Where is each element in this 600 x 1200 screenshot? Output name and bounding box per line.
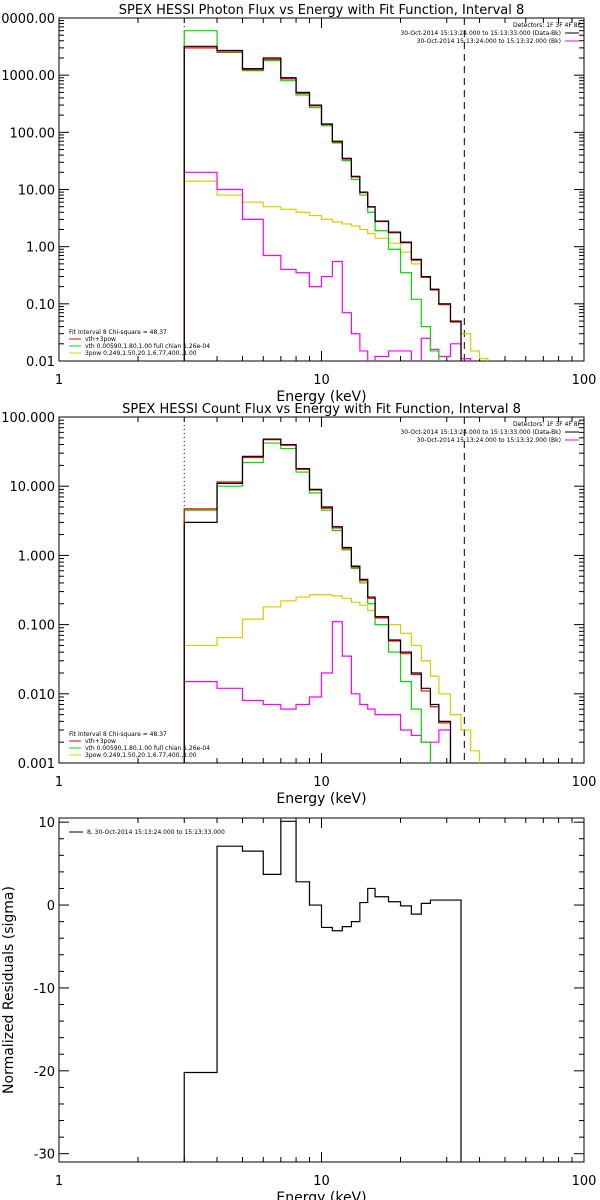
y-tick-label: 10.00 (18, 184, 55, 199)
y-tick-label: -20 (34, 1065, 55, 1080)
legend-entry-label: 30-Oct-2014 15:13:24.000 to 15:13:33.000… (400, 429, 561, 436)
x-tick-label: 10 (313, 1174, 330, 1189)
x-tick-label: 1 (55, 775, 63, 790)
series-line-0 (183, 820, 462, 1162)
series-line-1 (183, 439, 452, 763)
x-tick-label: 10 (313, 373, 330, 388)
series-line-0 (183, 45, 462, 361)
y-tick-label: 10.000 (10, 480, 56, 495)
x-axis-label: Energy (keV) (276, 791, 366, 807)
y-tick-label: 0.10 (26, 298, 55, 313)
panel-2: 1 10 100 0.001 0.010 0.100 1.000 10.000 100.000 S… (1, 402, 596, 807)
legend-header: Fit Interval 8 Chi-square = 48.37 (69, 731, 167, 738)
legend-fit: Fit Interval 8 Chi-square = 48.37vth+3po… (69, 329, 210, 357)
x-tick-label: 100 (572, 775, 597, 790)
series-line-3 (183, 180, 489, 361)
x-axis-label: Energy (keV) (276, 389, 366, 405)
series-line-4 (183, 621, 452, 763)
y-tick-label: 0.01 (26, 355, 55, 370)
series-group (183, 30, 489, 361)
legend-entry-label: vth+3pow (85, 336, 116, 343)
chart-title: SPEX HESSI Count Flux vs Energy with Fit… (122, 402, 521, 417)
y-tick-label: 10000.00 (0, 12, 55, 27)
y-tick-label: 0.001 (18, 757, 55, 772)
plot-frame (58, 416, 585, 764)
series-group (183, 438, 481, 763)
legend-entry-label: 30-Oct-2014 15:13:24.000 to 15:13:32.000… (417, 437, 561, 444)
y-axis-label: Normalized Residuals (sigma) (1, 886, 17, 1094)
legend-header: Fit Interval 8 Chi-square = 48.37 (69, 329, 167, 336)
series-line-1 (183, 47, 462, 361)
panel-1: 1 10 100 0.01 0.10 1.00 10.00 100.00 1000.00 1000… (0, 3, 596, 405)
x-tick-label: 1 (55, 1174, 63, 1189)
y-tick-label: 100.00 (10, 126, 56, 141)
y-tick-label: 1.000 (18, 549, 55, 564)
legend-header: Detectors: 1F 3F 4F 8F (513, 421, 582, 428)
plot-frame (58, 17, 585, 362)
y-axis: 0.01 0.10 1.00 10.00 100.00 1000.00 10000.00 (0, 12, 584, 370)
y-tick-label: 0.100 (18, 619, 55, 634)
legend-header: Detectors: 1F 3F 4F 8F (513, 22, 582, 29)
x-tick-label: 1 (55, 373, 63, 388)
y-tick-label: 0.010 (18, 688, 55, 703)
legend-fit: Fit Interval 8 Chi-square = 48.37vth+3po… (69, 731, 210, 759)
y-axis: 10 0 -10 -20 -30 (34, 816, 584, 1163)
x-tick-label: 10 (313, 775, 330, 790)
y-tick-label: 0 (47, 899, 55, 914)
plot-frame (58, 817, 585, 1163)
y-tick-label: 1000.00 (1, 69, 55, 84)
x-tick-label: 100 (572, 373, 597, 388)
series-line-2 (183, 30, 440, 361)
legend-entry-label: vth 0.00590,1.80,1.00 full chian 1.26e-0… (85, 343, 210, 350)
x-tick-label: 100 (572, 1174, 597, 1189)
y-tick-label: 1.00 (26, 241, 55, 256)
y-tick-label: 100.000 (1, 411, 55, 426)
legend-top: 8, 30-Oct-2014 15:13:24.000 to 15:13:33.… (69, 829, 225, 836)
x-axis-label: Energy (keV) (276, 1190, 366, 1200)
chart-title: SPEX HESSI Photon Flux vs Energy with Fi… (119, 3, 525, 18)
y-tick-label: -10 (34, 982, 55, 997)
series-group (183, 820, 462, 1162)
legend-entry-label: 3pow 0.249,1.50,20.1,6.77,400.,1.00 (85, 752, 197, 759)
x-axis: 1 10 100 (55, 818, 597, 1189)
legend-entry-label: 30-Oct-2014 15:13:24.000 to 15:13:33.000… (400, 30, 561, 37)
legend-entry-label: 8, 30-Oct-2014 15:13:24.000 to 15:13:33.… (87, 829, 225, 836)
y-axis: 0.001 0.010 0.100 1.000 10.000 100.000 (1, 411, 584, 772)
legend-entry-label: vth 0.00590,1.80,1.00 full chian 1.26e-0… (85, 745, 210, 752)
legend-entry-label: vth+3pow (85, 738, 116, 745)
series-line-0 (183, 438, 452, 763)
series-line-4 (183, 171, 472, 361)
y-tick-label: -30 (34, 1148, 55, 1163)
series-line-3 (183, 594, 481, 763)
legend-entry-label: 3pow 0.249,1.50,20.1,6.77,400.,1.00 (85, 350, 197, 357)
legend-entry-label: 30-Oct-2014 15:13:24.000 to 15:13:32.000… (417, 38, 561, 45)
y-tick-label: 10 (38, 816, 55, 831)
